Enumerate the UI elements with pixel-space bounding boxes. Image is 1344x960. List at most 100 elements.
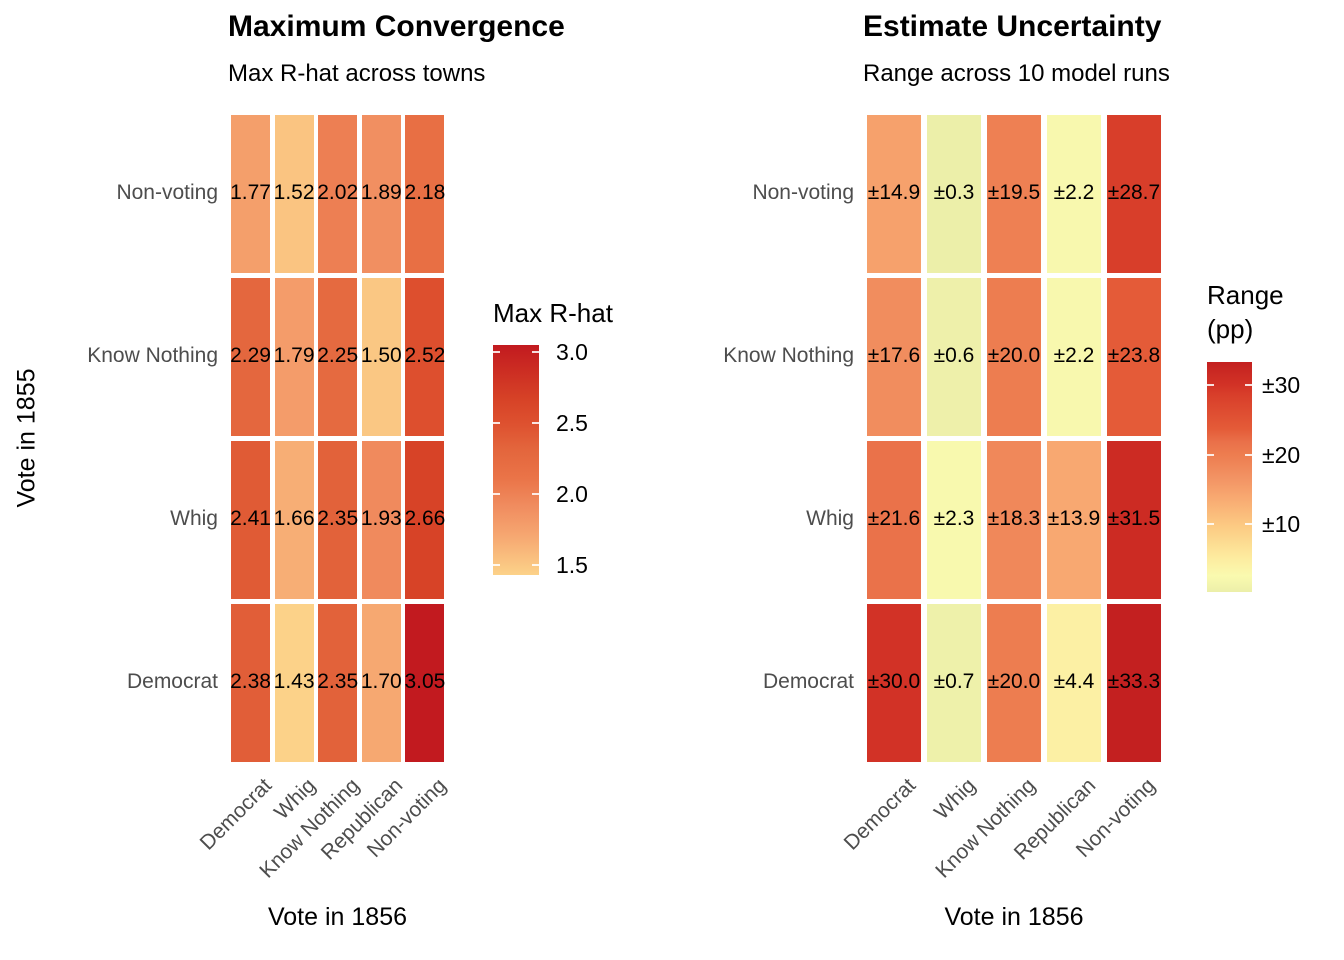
heatmap-cell — [318, 441, 358, 599]
cell-value-label: 2.29 — [230, 344, 271, 367]
cell-value-label: 2.52 — [404, 344, 446, 367]
heatmap-cell — [405, 441, 445, 599]
y-tick-label: Know Nothing — [723, 344, 854, 367]
legend-colorbar — [493, 345, 539, 575]
heatmap-cell — [1107, 604, 1161, 762]
heatmap-cell — [318, 604, 358, 762]
heatmap-cell — [927, 278, 981, 436]
heatmap-cell — [1047, 441, 1101, 599]
legend-title: (pp) — [1207, 314, 1254, 344]
heatmap-cell — [867, 278, 921, 436]
heatmap-cell — [405, 278, 445, 436]
cell-value-label: 2.02 — [317, 181, 359, 204]
y-tick-label: Know Nothing — [87, 344, 218, 367]
cell-value-label: 1.52 — [273, 181, 315, 204]
cell-value-label: 2.41 — [230, 507, 271, 530]
legend-tick-mark — [532, 422, 539, 425]
heatmap-cell — [1107, 441, 1161, 599]
cell-value-label: 1.89 — [360, 181, 402, 204]
y-tick-label: Democrat — [126, 670, 218, 693]
legend-tick-label: 1.5 — [556, 552, 588, 579]
cell-value-label: 2.35 — [317, 670, 359, 693]
heatmap-cell — [231, 604, 270, 762]
y-tick-label: Non-voting — [116, 181, 218, 204]
heatmap-cell — [927, 441, 981, 599]
cell-value-label: 2.25 — [317, 344, 359, 367]
cell-value-label: 2.35 — [317, 507, 359, 530]
x-tick-label: Democrat — [839, 774, 921, 855]
heatmap-cell — [867, 604, 921, 762]
x-tick-label: Democrat — [196, 774, 277, 855]
right-panel-subtitle: Range across 10 model runs — [863, 60, 1170, 87]
cell-value-label: ±33.3 — [1107, 670, 1161, 693]
heatmap-cell — [867, 441, 921, 599]
heatmap-cell — [361, 604, 401, 762]
legend-tick-mark — [1245, 523, 1252, 526]
legend-tick-mark — [1207, 523, 1214, 526]
heatmap-cell — [274, 278, 314, 436]
cell-value-label: ±4.4 — [1053, 670, 1095, 693]
y-tick-label: Whig — [806, 507, 854, 530]
heatmap-cell — [987, 441, 1041, 599]
heatmap-cell — [274, 115, 314, 273]
y-tick-label: Non-voting — [752, 181, 854, 204]
legend-tick-label: ±10 — [1262, 511, 1301, 538]
right-panel-title: Estimate Uncertainty — [863, 10, 1162, 43]
legend-tick-label: 3.0 — [556, 339, 588, 366]
legend-title: Range — [1207, 280, 1284, 310]
heatmap-cell — [927, 604, 981, 762]
heatmap-cell — [361, 115, 401, 273]
legend-tick-label: 2.0 — [556, 481, 588, 508]
cell-value-label: ±0.6 — [933, 344, 975, 367]
cell-value-label: 1.70 — [360, 670, 402, 693]
heatmap-cell — [231, 278, 270, 436]
legend-title: Max R-hat — [493, 298, 613, 328]
cell-value-label: 2.18 — [404, 181, 446, 204]
heatmap-cell — [274, 604, 314, 762]
legend-tick-label: ±20 — [1262, 441, 1301, 468]
cell-value-label: ±23.8 — [1107, 344, 1161, 367]
cell-value-label: 3.05 — [404, 670, 446, 693]
legend-tick-mark — [493, 422, 500, 425]
heatmap-cell — [405, 604, 445, 762]
cell-value-label: ±13.9 — [1047, 507, 1101, 530]
cell-value-label: ±20.0 — [987, 670, 1041, 693]
legend-tick-mark — [532, 351, 539, 354]
legend-tick-label: 2.5 — [556, 410, 588, 437]
heatmap-cell — [1107, 278, 1161, 436]
legend-tick-mark — [532, 564, 539, 567]
heatmap-cell — [274, 441, 314, 599]
right-x-axis-title: Vote in 1856 — [944, 903, 1084, 931]
left-panel-title: Maximum Convergence — [228, 10, 565, 43]
cell-value-label: ±2.3 — [933, 507, 975, 530]
cell-value-label: 1.93 — [360, 507, 402, 530]
heatmap-cell — [318, 278, 358, 436]
cell-value-label: 1.66 — [273, 507, 315, 530]
cell-value-label: 1.50 — [360, 344, 402, 367]
heatmap-cell — [318, 115, 358, 273]
heatmap-cell — [867, 115, 921, 273]
cell-value-label: ±28.7 — [1107, 181, 1161, 204]
cell-value-label: ±31.5 — [1107, 507, 1161, 530]
cell-value-label: ±19.5 — [987, 181, 1041, 204]
cell-value-label: ±30.0 — [867, 670, 921, 693]
heatmap-cell — [987, 115, 1041, 273]
heatmap-cell — [361, 441, 401, 599]
heatmap-cell — [1107, 115, 1161, 273]
heatmap-cell — [927, 115, 981, 273]
legend-tick-mark — [1207, 453, 1214, 456]
cell-value-label: 1.79 — [273, 344, 315, 367]
legend-tick-mark — [493, 564, 500, 567]
heatmap-cell — [361, 278, 401, 436]
heatmap-cell — [405, 115, 445, 273]
heatmap-cell — [987, 278, 1041, 436]
legend-tick-mark — [532, 493, 539, 496]
left-x-axis-title: Vote in 1856 — [267, 903, 407, 931]
heatmap-cell — [1047, 115, 1101, 273]
heatmap-cell — [231, 441, 270, 599]
legend-tick-mark — [1207, 384, 1214, 386]
cell-value-label: ±17.6 — [867, 344, 921, 367]
cell-value-label: ±18.3 — [987, 507, 1041, 530]
cell-value-label: ±20.0 — [987, 344, 1041, 367]
